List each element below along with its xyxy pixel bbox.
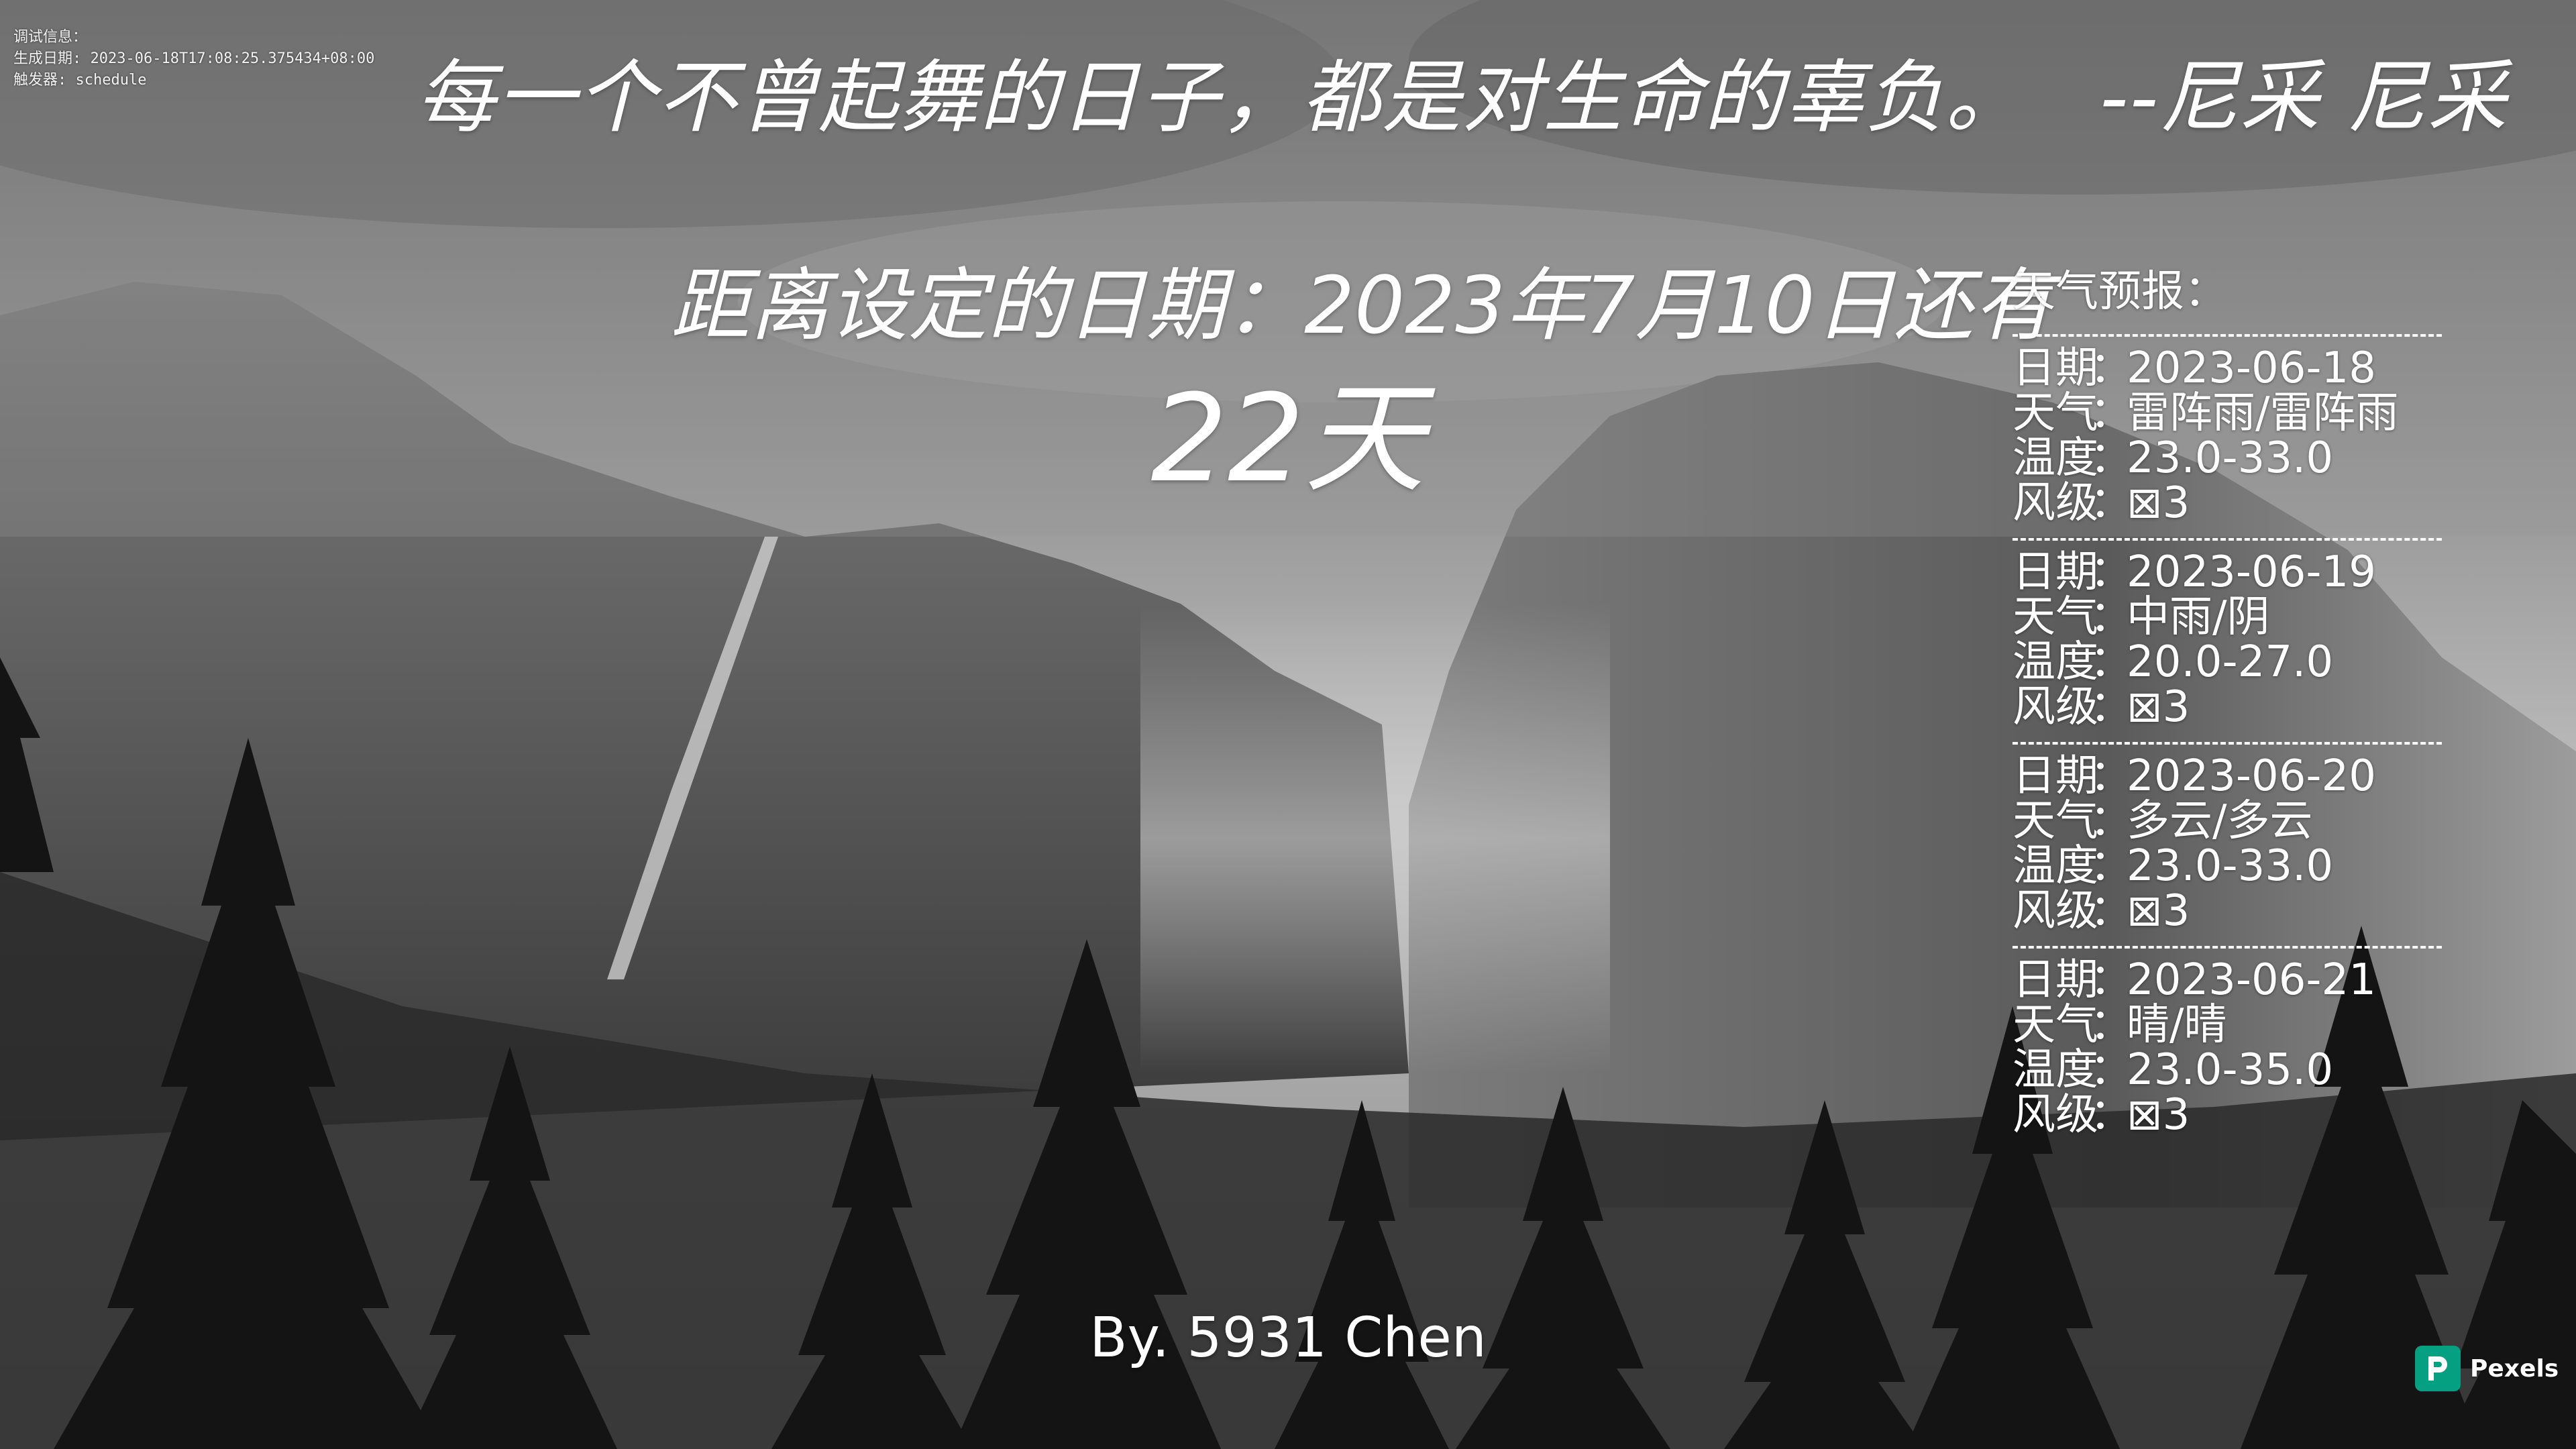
separator: ：: [2090, 547, 2133, 597]
separator: ：: [2090, 955, 2133, 1005]
separator: ：: [2090, 751, 2133, 801]
forecast-day: 日期：2023-06-19 天气：中雨/阴 温度：20.0-27.0 风级：⊠3: [2012, 550, 2442, 730]
weather-forecast-panel: 天气预报： 日期：2023-06-18 天气：雷阵雨/雷阵雨 温度：23.0-3…: [2012, 262, 2442, 1138]
separator: ：: [2090, 637, 2133, 687]
date-label: 日期: [2012, 751, 2098, 801]
forecast-date: 2023-06-19: [2127, 547, 2376, 597]
forecast-wind: ⊠3: [2127, 1090, 2190, 1140]
waterfall: [607, 537, 778, 979]
forecast-date: 2023-06-21: [2127, 955, 2376, 1005]
right-dome: [1409, 362, 2576, 1208]
top-overlay-band: [0, 0, 2576, 537]
wind-label: 风级: [2012, 478, 2098, 528]
weather-label: 天气: [2012, 388, 2098, 438]
forecast-temp: 23.0-33.0: [2127, 433, 2334, 483]
date-label: 日期: [2012, 955, 2098, 1005]
cloud: [1409, 0, 2576, 195]
valley-mist: [1140, 604, 1610, 1073]
weather-title: 天气预报：: [2012, 267, 2227, 317]
countdown-days: 22天: [1150, 369, 1426, 509]
divider: [2012, 334, 2442, 337]
forecast-day: 日期：2023-06-20 天气：多云/多云 温度：23.0-33.0 风级：⊠…: [2012, 754, 2442, 934]
date-label: 日期: [2012, 547, 2098, 597]
forecast-weather: 中雨/阴: [2127, 592, 2270, 642]
separator: ：: [2090, 1090, 2133, 1140]
separator: ：: [2090, 592, 2133, 642]
divider: [2012, 946, 2442, 949]
debug-title: 调试信息：: [13, 29, 88, 46]
divider: [2012, 742, 2442, 745]
wind-label: 风级: [2012, 682, 2098, 732]
weather-label: 天气: [2012, 1000, 2098, 1050]
separator: ：: [2090, 1000, 2133, 1050]
debug-generated-date: 生成日期: 2023-06-18T17:08:25.375434+08:00: [13, 50, 375, 67]
forecast-day: 日期：2023-06-18 天气：雷阵雨/雷阵雨 温度：23.0-33.0 风级…: [2012, 346, 2442, 526]
temp-label: 温度: [2012, 637, 2098, 687]
separator: ：: [2090, 433, 2133, 483]
divider: [2012, 538, 2442, 541]
temp-label: 温度: [2012, 841, 2098, 891]
forecast-temp: 20.0-27.0: [2127, 637, 2334, 687]
separator: ：: [2090, 886, 2133, 936]
forecast-date: 2023-06-18: [2127, 343, 2376, 393]
forecast-wind: ⊠3: [2127, 478, 2190, 528]
pexels-label: Pexels: [2470, 1354, 2559, 1383]
forecast-temp: 23.0-35.0: [2127, 1045, 2334, 1095]
wind-label: 风级: [2012, 1090, 2098, 1140]
separator: ：: [2090, 796, 2133, 846]
forecast-wind: ⊠3: [2127, 886, 2190, 936]
weather-label: 天气: [2012, 796, 2098, 846]
pexels-credit[interactable]: Pexels: [2415, 1345, 2559, 1392]
temp-label: 温度: [2012, 1045, 2098, 1095]
weather-label: 天气: [2012, 592, 2098, 642]
forecast-weather: 晴/晴: [2127, 1000, 2227, 1050]
temp-label: 温度: [2012, 433, 2098, 483]
pexels-logo-icon: [2415, 1346, 2461, 1391]
forecast-weather: 雷阵雨/雷阵雨: [2127, 388, 2399, 438]
forecast-day: 日期：2023-06-21 天气：晴/晴 温度：23.0-35.0 风级：⊠3: [2012, 958, 2442, 1138]
cloud: [0, 0, 1342, 228]
forecast-date: 2023-06-20: [2127, 751, 2376, 801]
wind-label: 风级: [2012, 886, 2098, 936]
quote-author: --尼采 尼采: [2100, 51, 2508, 144]
forecast-wind: ⊠3: [2127, 682, 2190, 732]
debug-info: 调试信息： 生成日期: 2023-06-18T17:08:25.375434+0…: [13, 27, 374, 91]
countdown-label: 距离设定的日期：2023年7月10日还有: [671, 259, 2053, 352]
date-label: 日期: [2012, 343, 2098, 393]
separator: ：: [2090, 682, 2133, 732]
forecast-temp: 23.0-33.0: [2127, 841, 2334, 891]
separator: ：: [2090, 478, 2133, 528]
pine-trees: [0, 657, 2576, 1449]
separator: ：: [2090, 388, 2133, 438]
debug-trigger: 触发器: schedule: [13, 72, 147, 89]
forecast-weather: 多云/多云: [2127, 796, 2313, 846]
cloud: [738, 201, 1945, 402]
separator: ：: [2090, 1045, 2133, 1095]
separator: ：: [2090, 841, 2133, 891]
quote-text: 每一个不曾起舞的日子，都是对生命的辜负。: [416, 51, 2027, 144]
author-byline: By. 5931 Chen: [1089, 1306, 1487, 1370]
separator: ：: [2090, 343, 2133, 393]
forest-slope: [0, 872, 2576, 1449]
quote: 每一个不曾起舞的日子，都是对生命的辜负。 --尼采 尼采: [416, 47, 2507, 148]
